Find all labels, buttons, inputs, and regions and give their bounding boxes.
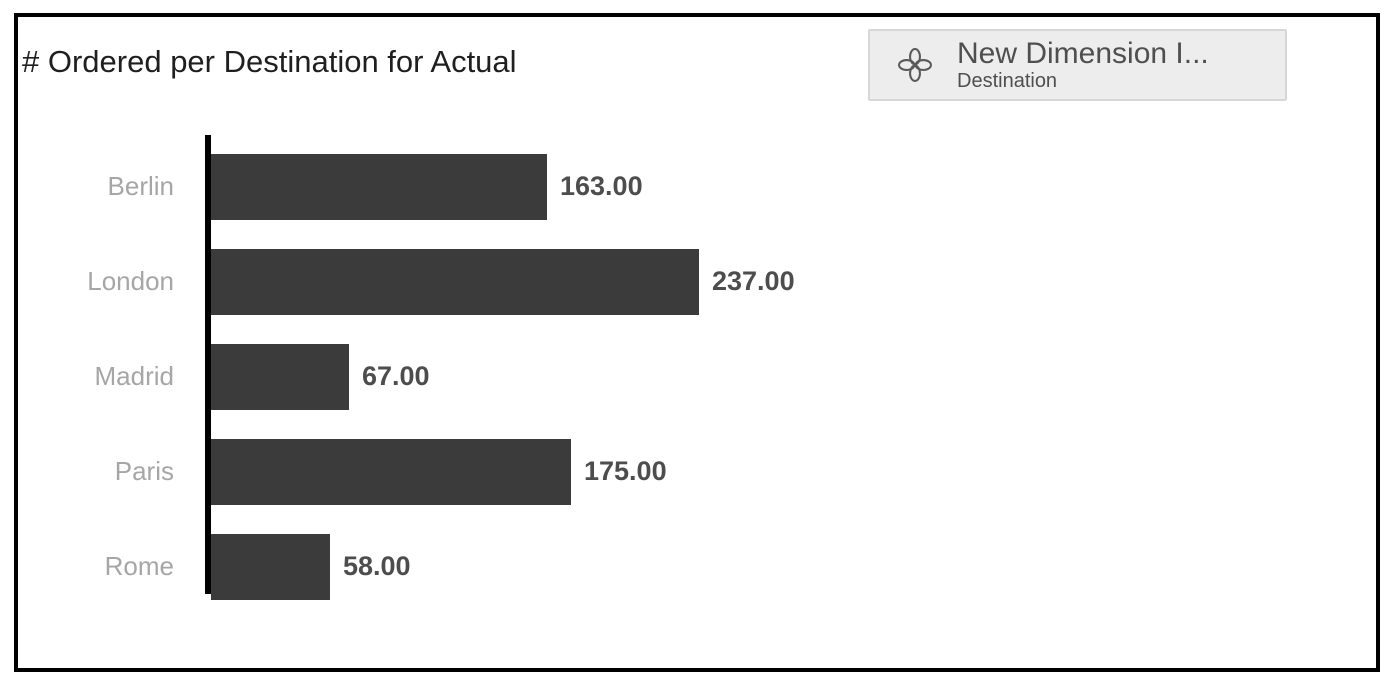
category-label: Rome <box>104 551 174 581</box>
bar[interactable] <box>211 343 349 410</box>
chart-title: # Ordered per Destination for Actual <box>22 44 517 79</box>
chart-widget-frame: # Ordered per Destination for Actual New… <box>14 13 1380 672</box>
bar-row: Rome 58.00 <box>18 519 1376 614</box>
bar[interactable] <box>211 248 699 315</box>
value-label: 175.00 <box>584 456 667 486</box>
bar-row: London 237.00 <box>18 234 1376 329</box>
bar[interactable] <box>211 153 547 220</box>
clover-icon <box>897 47 933 83</box>
bar-row: Berlin 163.00 <box>18 139 1376 234</box>
bar-row: Madrid 67.00 <box>18 329 1376 424</box>
category-label: Paris <box>114 456 174 486</box>
category-label: Berlin <box>107 171 174 201</box>
value-label: 237.00 <box>712 266 795 296</box>
value-label: 58.00 <box>343 551 411 581</box>
y-axis-line <box>205 135 211 594</box>
value-label: 163.00 <box>560 171 643 201</box>
input-control-token[interactable]: New Dimension I... Destination <box>868 29 1287 101</box>
bar-chart-plot: Berlin 163.00 London 237.00 Madrid 67.00… <box>18 17 1376 668</box>
input-control-title: New Dimension I... <box>957 37 1209 70</box>
input-control-text: New Dimension I... Destination <box>957 37 1209 93</box>
category-label: London <box>87 266 174 296</box>
value-label: 67.00 <box>362 361 430 391</box>
category-label: Madrid <box>94 361 174 391</box>
bar[interactable] <box>211 438 571 505</box>
bar-row: Paris 175.00 <box>18 424 1376 519</box>
bar-rows: Berlin 163.00 London 237.00 Madrid 67.00… <box>18 139 1376 614</box>
input-control-dimension: Destination <box>957 70 1058 92</box>
bar[interactable] <box>211 533 330 600</box>
